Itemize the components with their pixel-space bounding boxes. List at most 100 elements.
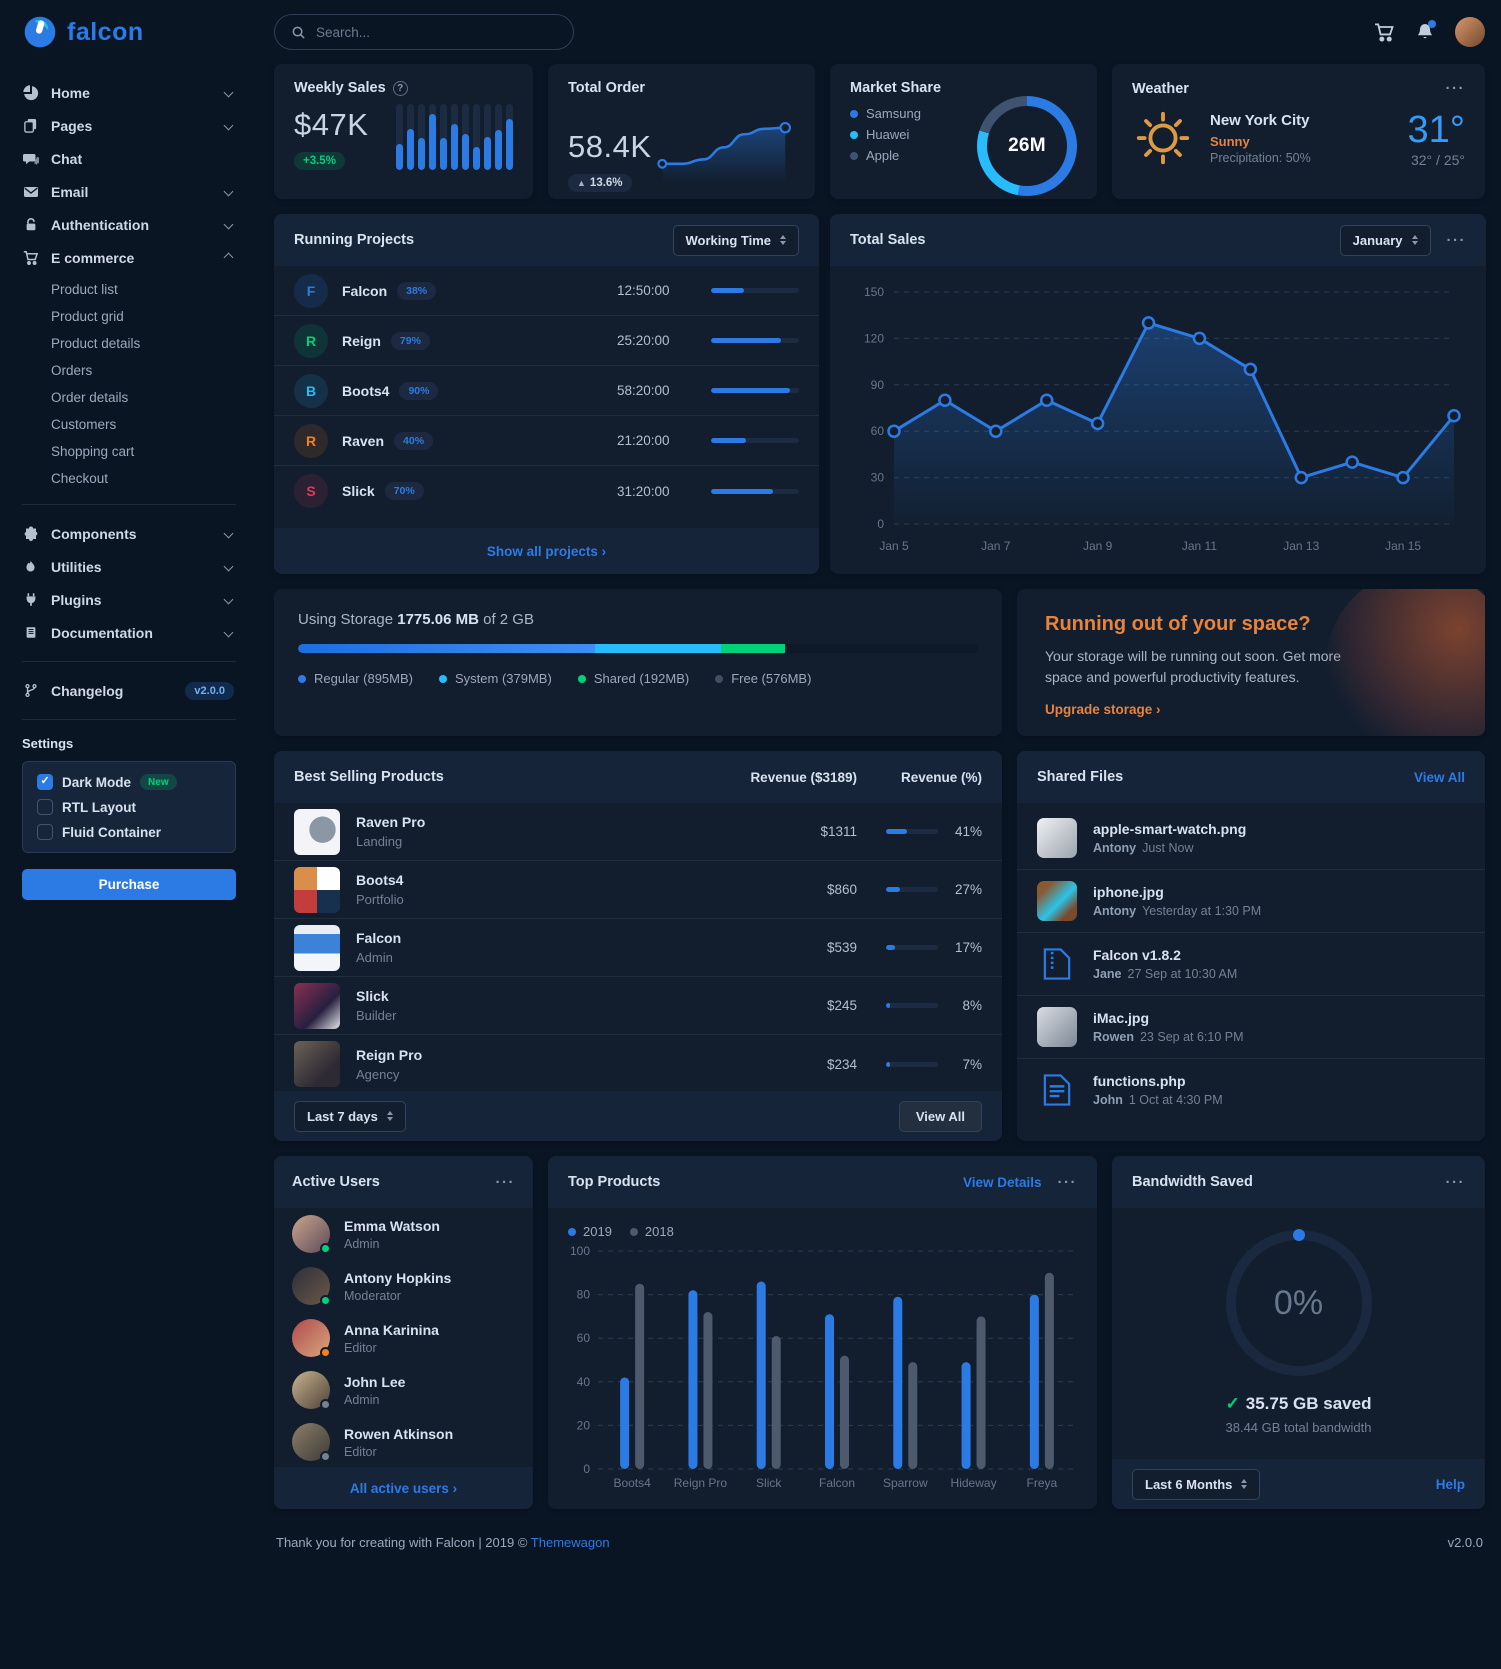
user-row[interactable]: Antony Hopkins Moderator	[274, 1260, 533, 1312]
svg-text:120: 120	[864, 331, 884, 345]
project-row[interactable]: S Slick 70% 31:20:00	[274, 466, 819, 516]
themewagon-link[interactable]: Themewagon	[530, 1535, 610, 1550]
sidebar-item-chat[interactable]: Chat	[22, 142, 236, 175]
file-row[interactable]: apple-smart-watch.png Antony Just Now	[1017, 807, 1485, 869]
product-row[interactable]: Slick Builder $245 8%	[274, 977, 1002, 1035]
purchase-button[interactable]: Purchase	[22, 869, 236, 900]
file-row[interactable]: iMac.jpg Rowen 23 Sep at 6:10 PM	[1017, 995, 1485, 1058]
last-7-days-dropdown[interactable]: Last 7 days	[294, 1100, 406, 1132]
file-name: apple-smart-watch.png	[1093, 821, 1247, 837]
project-avatar: R	[294, 323, 328, 358]
revenue-percent-bar	[886, 945, 938, 950]
user-row[interactable]: Rowen Atkinson Editor	[274, 1416, 533, 1468]
working-time-dropdown[interactable]: Working Time	[672, 224, 799, 256]
sidebar-subitem-shopping-cart[interactable]: Shopping cart	[51, 444, 135, 459]
all-active-users-link[interactable]: All active users ›	[349, 1480, 458, 1496]
help-link[interactable]: Help	[1435, 1476, 1465, 1492]
svg-text:20: 20	[577, 1418, 591, 1432]
product-row[interactable]: Boots4 Portfolio $860 27%	[274, 861, 1002, 919]
sidebar-item-label: Changelog	[51, 682, 124, 699]
dots-menu-icon[interactable]: ···	[1445, 1173, 1465, 1191]
sidebar-subitem-product-details[interactable]: Product details	[51, 336, 141, 351]
view-all-link[interactable]: View All	[1413, 769, 1465, 785]
dots-menu-icon[interactable]: ···	[1445, 80, 1465, 97]
sidebar-subitem-checkout[interactable]: Checkout	[51, 471, 109, 486]
search-box[interactable]	[274, 14, 574, 50]
avatar	[292, 1267, 331, 1306]
sidebar-item-email[interactable]: Email	[22, 175, 236, 208]
file-row[interactable]: Falcon v1.8.2 Jane 27 Sep at 10:30 AM	[1017, 932, 1485, 995]
chevron-down-icon	[223, 186, 234, 197]
user-row[interactable]: John Lee Admin	[274, 1364, 533, 1416]
sidebar-item-components[interactable]: Components	[22, 517, 236, 550]
sidebar-item-changelog[interactable]: Changelog v2.0.0	[22, 674, 236, 707]
project-name: Falcon	[342, 282, 388, 299]
cart-icon[interactable]	[1374, 22, 1395, 43]
dots-menu-icon[interactable]: ···	[1057, 1173, 1077, 1191]
user-row[interactable]: Anna Karinina Editor	[274, 1312, 533, 1364]
project-row[interactable]: B Boots4 90% 58:20:00	[274, 366, 819, 416]
storage-label: Using Storage 1775.06 MB of 2 GB	[298, 611, 534, 628]
project-row[interactable]: F Falcon 38% 12:50:00	[274, 266, 819, 316]
envelope-icon	[22, 184, 39, 200]
product-category: Builder	[356, 1008, 397, 1023]
project-percent-badge: 38%	[397, 281, 437, 300]
project-row[interactable]: R Raven 40% 21:20:00	[274, 416, 819, 466]
ecommerce-subnav: Product list Product grid Product detail…	[22, 276, 236, 492]
checkbox-checked-icon[interactable]	[37, 774, 53, 790]
file-row[interactable]: functions.php John 1 Oct at 4:30 PM	[1017, 1058, 1485, 1121]
file-owner: Antony	[1093, 904, 1137, 918]
view-details-link[interactable]: View Details	[962, 1174, 1042, 1190]
product-percent: 27%	[954, 882, 982, 897]
project-row[interactable]: R Reign 79% 25:20:00	[274, 316, 819, 366]
search-input[interactable]	[314, 23, 557, 41]
fluid-container-toggle[interactable]: Fluid Container	[37, 824, 221, 840]
show-all-projects-link[interactable]: Show all projects ›	[486, 543, 607, 559]
sidebar-subitem-orders[interactable]: Orders	[51, 363, 93, 378]
upgrade-storage-link[interactable]: Upgrade storage ›	[1045, 702, 1161, 717]
sidebar-item-pages[interactable]: Pages	[22, 109, 236, 142]
user-avatar[interactable]	[1455, 17, 1485, 47]
checkbox-icon[interactable]	[37, 824, 53, 840]
sidebar-subitem-customers[interactable]: Customers	[51, 417, 117, 432]
sidebar-item-utilities[interactable]: Utilities	[22, 550, 236, 583]
file-row[interactable]: iphone.jpg Antony Yesterday at 1:30 PM	[1017, 869, 1485, 932]
sidebar-item-home[interactable]: Home	[22, 76, 236, 109]
product-revenue: $1311	[820, 824, 857, 839]
product-row[interactable]: Falcon Admin $539 17%	[274, 919, 1002, 977]
market-share-legend: Samsung Huawei Apple	[850, 106, 921, 196]
chart-pie-icon	[22, 84, 39, 101]
bell-icon[interactable]	[1415, 20, 1436, 42]
product-thumbnail	[294, 982, 340, 1029]
decorative-blob	[1325, 589, 1485, 736]
sidebar-subitem-order-details[interactable]: Order details	[51, 390, 129, 405]
dots-menu-icon[interactable]: ···	[495, 1173, 515, 1191]
dots-menu-icon[interactable]: ···	[1446, 231, 1466, 249]
last-6-months-dropdown[interactable]: Last 6 Months	[1132, 1468, 1261, 1500]
check-icon: ✓	[1225, 1394, 1240, 1413]
help-icon[interactable]: ?	[392, 80, 408, 96]
project-percent-badge: 70%	[384, 482, 424, 500]
status-dot	[320, 1243, 331, 1254]
sidebar-subitem-product-grid[interactable]: Product grid	[51, 309, 124, 324]
sidebar-item-documentation[interactable]: Documentation	[22, 616, 236, 649]
rtl-layout-toggle[interactable]: RTL Layout	[37, 799, 221, 815]
sidebar-item-plugins[interactable]: Plugins	[22, 583, 236, 616]
product-row[interactable]: Raven Pro Landing $1311 41%	[274, 803, 1002, 861]
checkbox-icon[interactable]	[37, 799, 53, 815]
project-time: 12:50:00	[617, 283, 670, 298]
user-row[interactable]: Emma Watson Admin	[274, 1208, 533, 1260]
dark-mode-toggle[interactable]: Dark Mode New	[37, 774, 221, 790]
month-dropdown[interactable]: January	[1339, 224, 1431, 256]
trend-badge: +3.5%	[294, 152, 345, 170]
zip-file-icon	[1037, 944, 1077, 984]
product-row[interactable]: Reign Pro Agency $234 7%	[274, 1035, 1002, 1093]
sidebar-subitem-product-list[interactable]: Product list	[51, 282, 118, 297]
view-all-button[interactable]: View All	[898, 1100, 982, 1132]
brand-logo[interactable]: falcon	[22, 14, 236, 50]
sidebar-item-authentication[interactable]: Authentication	[22, 208, 236, 241]
settings-box: Dark Mode New RTL Layout Fluid Container	[22, 761, 236, 853]
total-order-card: Total Order 58.4K ▲ 13.6%	[548, 64, 815, 199]
svg-text:30: 30	[871, 471, 885, 485]
sidebar-item-ecommerce[interactable]: E commerce	[22, 241, 236, 274]
